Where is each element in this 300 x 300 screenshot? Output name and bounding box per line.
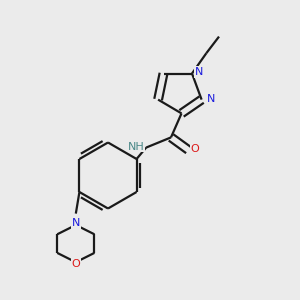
Text: N: N xyxy=(194,67,203,77)
Text: O: O xyxy=(71,259,80,269)
Text: O: O xyxy=(190,144,200,154)
Text: NH: NH xyxy=(128,142,145,152)
Text: N: N xyxy=(72,218,80,229)
Text: N: N xyxy=(206,94,215,104)
